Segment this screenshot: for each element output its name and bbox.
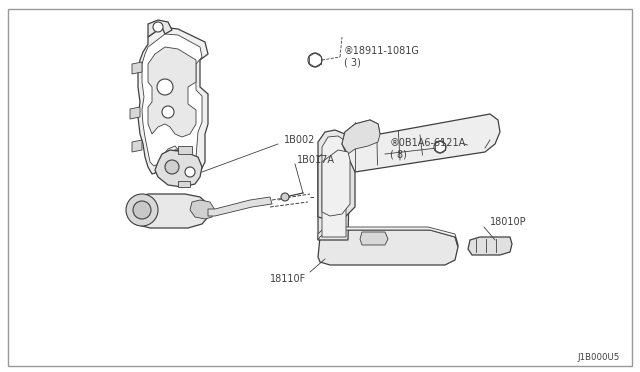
Polygon shape <box>342 114 500 172</box>
Polygon shape <box>132 140 142 152</box>
Polygon shape <box>178 146 192 154</box>
Polygon shape <box>148 47 196 137</box>
Circle shape <box>162 106 174 118</box>
Polygon shape <box>132 62 142 74</box>
Polygon shape <box>138 27 208 175</box>
Polygon shape <box>128 194 208 228</box>
Text: J1B000U5: J1B000U5 <box>578 353 620 362</box>
Polygon shape <box>142 34 202 166</box>
Circle shape <box>153 22 163 32</box>
Text: ®18911-1081G
( 3): ®18911-1081G ( 3) <box>344 46 420 68</box>
Polygon shape <box>318 227 458 247</box>
Polygon shape <box>322 150 350 216</box>
Circle shape <box>133 201 151 219</box>
Polygon shape <box>155 150 202 187</box>
Circle shape <box>281 193 289 201</box>
Circle shape <box>126 194 158 226</box>
Text: ®0B1A6-6121A
( 8): ®0B1A6-6121A ( 8) <box>390 138 467 160</box>
Polygon shape <box>130 107 140 119</box>
Text: 18110F: 18110F <box>270 274 307 284</box>
Circle shape <box>434 141 446 153</box>
Polygon shape <box>190 200 215 219</box>
Polygon shape <box>342 120 380 154</box>
Text: 1B017A: 1B017A <box>297 155 335 165</box>
Polygon shape <box>148 20 172 37</box>
Polygon shape <box>318 230 458 265</box>
Text: 1B002: 1B002 <box>284 135 316 145</box>
Polygon shape <box>322 136 346 237</box>
Circle shape <box>185 167 195 177</box>
Polygon shape <box>318 144 355 220</box>
Polygon shape <box>178 181 190 187</box>
Polygon shape <box>468 237 512 255</box>
Circle shape <box>308 53 322 67</box>
Text: 18010P: 18010P <box>490 217 527 227</box>
Circle shape <box>157 79 173 95</box>
Polygon shape <box>208 197 272 216</box>
Polygon shape <box>318 130 350 240</box>
Polygon shape <box>360 232 388 245</box>
Circle shape <box>165 160 179 174</box>
